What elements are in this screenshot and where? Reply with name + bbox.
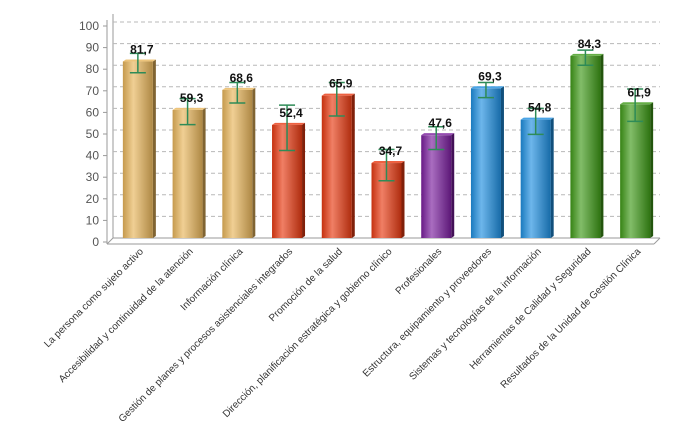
bar-side [451,133,455,238]
plot-frame [106,14,661,245]
error-bars [129,49,644,182]
bar [570,55,601,238]
y-tick-label: 80 [86,62,100,76]
bar-side [401,161,405,238]
y-tick-label: 0 [92,235,99,249]
bar-top [122,59,156,62]
data-label: 61,9 [627,85,651,99]
y-axis-ticks: 0 10 20 30 40 50 60 70 80 90 100 [79,19,107,249]
y-tick-label: 90 [86,41,100,55]
bar-side [550,117,554,238]
bar-top [421,133,455,136]
bar [520,119,551,238]
data-label: 54,8 [528,101,552,115]
bar-side [600,53,604,238]
floor-left-edge [106,237,114,245]
data-label: 59,3 [180,91,204,105]
bar-side [351,93,355,238]
bar [470,88,501,238]
data-label: 69,3 [478,69,502,83]
y-tick-label: 40 [86,149,100,163]
bar-top [520,117,554,120]
bar [321,95,352,238]
bar-top [222,87,256,90]
category-label: Profesionales [394,246,445,297]
data-label: 81,7 [130,43,154,57]
bar-top [570,53,604,56]
category-label: La persona como sujeto activo [42,246,146,350]
bar-top [371,161,405,164]
bar-top [321,93,355,96]
bar [620,104,651,239]
category-label: Gestión de planes y procesos asistencial… [117,246,295,424]
data-labels: 81,7 59,3 68,6 52,4 65,9 34,7 47,6 69,3 54,8 84,3… [130,37,651,158]
bar-side [500,86,504,238]
y-tick-label: 70 [86,84,100,98]
y-tick-label: 30 [86,170,100,184]
category-label: Dirección, planificación estratégica y g… [221,246,395,420]
y-tick-label: 60 [86,105,100,119]
data-label: 47,6 [429,116,453,130]
bar [421,135,452,238]
bar-side [302,122,306,238]
bar-top [620,102,654,105]
bar-side [202,107,206,238]
data-label: 34,7 [379,144,403,158]
bar-side [650,102,654,239]
data-label: 84,3 [578,37,602,51]
data-label: 68,6 [230,71,254,85]
y-tick-label: 100 [79,19,99,33]
x-axis-labels: La persona como sujeto activoAccesibilid… [42,246,643,425]
bar-top [172,107,206,110]
data-label: 65,9 [329,77,353,91]
data-label: 52,4 [279,106,303,120]
bar-side [152,59,156,238]
bar [222,89,253,238]
y-tick-label: 20 [86,192,100,206]
y-tick-label: 10 [86,213,100,227]
bar [172,109,203,238]
y-tick-label: 50 [86,127,100,141]
bar-top [470,86,504,89]
bars [122,53,654,239]
bar [122,61,153,238]
bar-top [272,122,306,125]
bar-side [252,87,256,238]
floor-right-edge [653,237,661,245]
